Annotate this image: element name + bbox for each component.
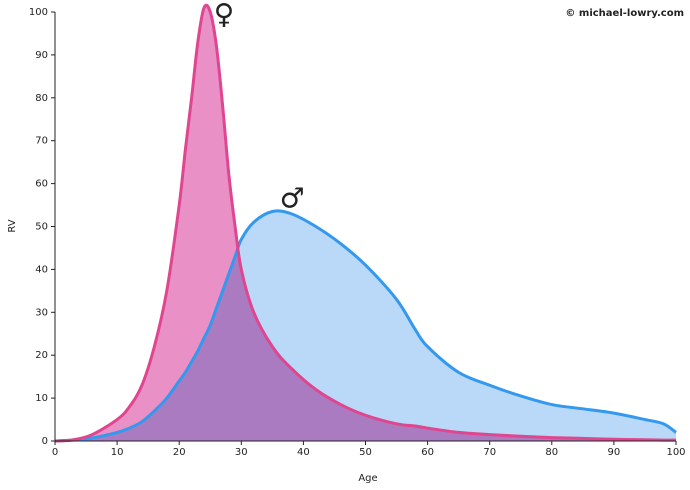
y-tick-label: 90 — [35, 50, 48, 61]
line — [54, 209, 677, 443]
plot — [55, 5, 676, 441]
series-label: ♂ — [280, 181, 305, 214]
y-tick-label: 10 — [35, 393, 48, 404]
x-tick-label: 90 — [608, 447, 621, 458]
y-tick-label: 40 — [35, 264, 48, 275]
y-tick-label: 50 — [35, 222, 48, 233]
y-tick-label: 30 — [35, 307, 48, 318]
x-tick-label: 30 — [235, 447, 248, 458]
x-tick-label: 10 — [111, 447, 124, 458]
x-tick-label: 20 — [173, 447, 186, 458]
x-tick-label: 40 — [297, 447, 310, 458]
series-label: ♀ — [214, 0, 235, 31]
y-tick-label: 0 — [42, 436, 48, 447]
x-tick-label: 100 — [666, 447, 685, 458]
x-axis-label: Age — [358, 473, 377, 484]
area — [55, 5, 676, 441]
copyright: © michael-lowry.com — [565, 8, 684, 19]
x-tick-label: 70 — [483, 447, 496, 458]
x-tick-label: 50 — [359, 447, 372, 458]
x-tick-label: 0 — [52, 447, 58, 458]
y-tick-label: 20 — [35, 350, 48, 361]
y-tick-label: 80 — [35, 93, 48, 104]
y-axis-label: RV — [7, 219, 18, 232]
y-tick-label: 70 — [35, 136, 48, 147]
x-tick-label: 80 — [545, 447, 558, 458]
y-tick-label: 60 — [35, 179, 48, 190]
line — [54, 3, 677, 443]
y-tick-label: 100 — [29, 7, 48, 18]
x-tick-label: 60 — [421, 447, 434, 458]
